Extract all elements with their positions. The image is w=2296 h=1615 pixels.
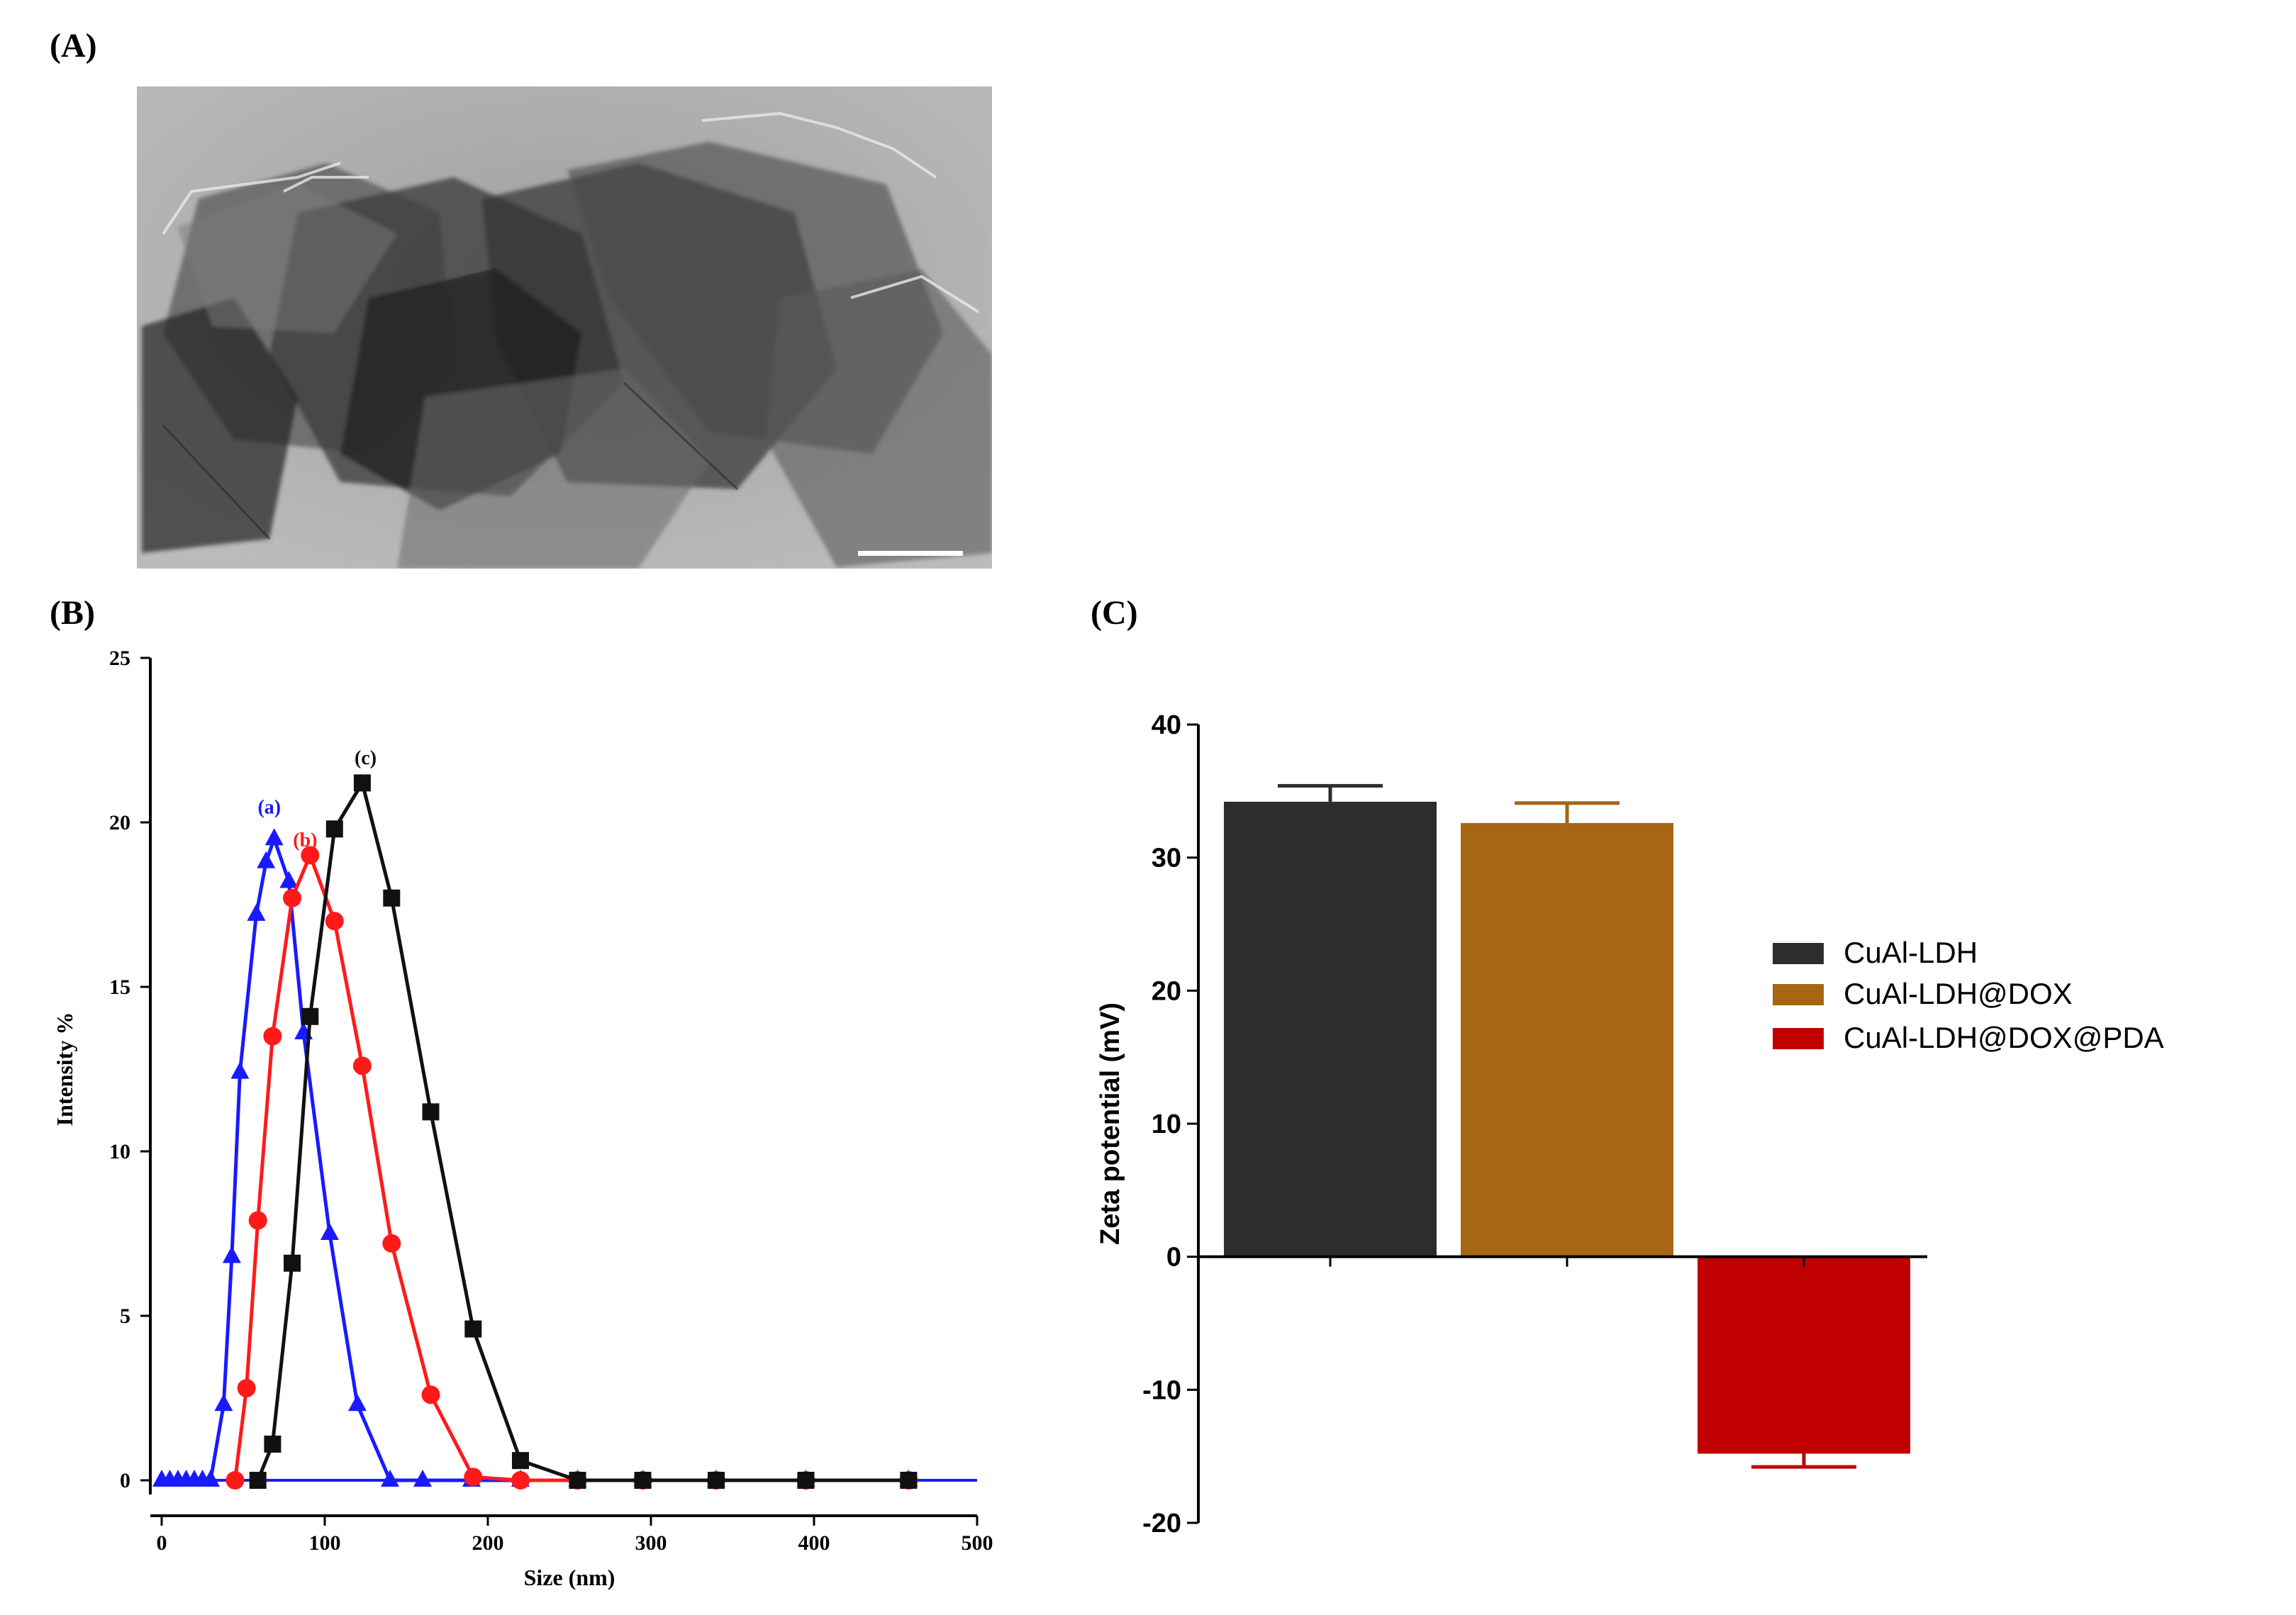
data-point xyxy=(413,1470,432,1487)
data-point xyxy=(263,1027,282,1046)
data-point xyxy=(301,846,320,865)
y-tick-label: 40 xyxy=(1152,710,1181,740)
peak-label: (a) xyxy=(257,796,281,818)
y-tick-label: 20 xyxy=(109,811,130,834)
y-tick-label: 0 xyxy=(1166,1243,1181,1273)
bar-1 xyxy=(1461,822,1673,1257)
data-point xyxy=(264,828,284,846)
panel-a-label: (A) xyxy=(50,27,97,65)
data-point xyxy=(325,912,344,931)
scale-bar xyxy=(858,551,963,556)
y-tick-label: 10 xyxy=(109,1140,130,1163)
x-tick-label: 100 xyxy=(309,1531,341,1555)
y-tick-label: 20 xyxy=(1152,976,1181,1006)
data-point xyxy=(381,1470,399,1487)
data-point xyxy=(383,889,401,907)
y-tick-label: 25 xyxy=(109,647,130,670)
data-point xyxy=(301,1007,319,1025)
data-point xyxy=(325,820,343,838)
data-point xyxy=(248,1211,267,1230)
data-point xyxy=(237,1379,256,1398)
series-line-0 xyxy=(162,833,909,1482)
legend-label-0: CuAl-LDH xyxy=(1844,936,1978,969)
bar-0 xyxy=(1224,801,1437,1257)
series-line-1 xyxy=(233,850,909,1482)
x-tick-label: 300 xyxy=(635,1531,667,1555)
y-tick-label: -10 xyxy=(1142,1375,1181,1405)
data-point xyxy=(900,1472,918,1489)
y-tick-label: 15 xyxy=(109,976,130,999)
legend-swatch-2 xyxy=(1773,1028,1824,1049)
tem-image xyxy=(137,86,992,569)
data-point xyxy=(464,1468,483,1487)
data-point xyxy=(569,1472,586,1489)
chart-b: 0 5 10 15 20 25 0 100 200 300 400 500 Size (nm) Inten… xyxy=(52,647,993,1590)
peak-label: (b) xyxy=(293,829,317,851)
data-point xyxy=(201,1470,220,1487)
peak-label: (c) xyxy=(355,747,377,769)
data-point xyxy=(320,1223,339,1240)
data-point xyxy=(257,851,276,868)
data-point xyxy=(797,1472,815,1489)
y-tick-label: 0 xyxy=(120,1469,130,1492)
x-tick-label: 500 xyxy=(962,1531,993,1555)
y-tick-label: 10 xyxy=(1152,1110,1181,1139)
data-point xyxy=(464,1320,482,1338)
data-point xyxy=(247,903,266,921)
y-tick-label: -20 xyxy=(1142,1509,1181,1538)
data-point xyxy=(353,774,371,792)
y-tick-label: 30 xyxy=(1152,844,1181,873)
data-point xyxy=(512,1452,529,1470)
x-tick-label: 200 xyxy=(472,1531,504,1555)
legend-swatch-0 xyxy=(1773,943,1824,964)
bar-2 xyxy=(1698,1256,1910,1454)
data-point xyxy=(348,1394,367,1412)
data-point xyxy=(230,1061,250,1079)
chart-c: -20 -10 0 10 20 30 40 Zeta potential (mV) CuAl-L… xyxy=(1096,710,2164,1538)
data-point xyxy=(421,1385,440,1404)
data-point xyxy=(382,1234,401,1253)
data-point xyxy=(283,888,301,907)
legend-label-2: CuAl-LDH@DOX@PDA xyxy=(1844,1021,2164,1054)
series-line-2 xyxy=(256,778,909,1482)
y-axis-title: Intensity % xyxy=(52,1012,77,1127)
x-tick-label: 400 xyxy=(798,1531,830,1555)
data-point xyxy=(708,1472,725,1489)
data-point xyxy=(634,1472,652,1489)
x-axis-title: Size (nm) xyxy=(524,1565,615,1590)
legend-label-1: CuAl-LDH@DOX xyxy=(1844,977,2073,1010)
data-point xyxy=(225,1471,245,1490)
y-tick-label: 5 xyxy=(120,1304,130,1328)
data-point xyxy=(222,1246,241,1263)
x-tick-label: 0 xyxy=(157,1531,167,1555)
data-point xyxy=(264,1435,282,1453)
data-point xyxy=(279,871,299,888)
panel-c-label: (C) xyxy=(1091,594,1138,632)
data-point xyxy=(249,1472,267,1489)
legend-swatch-1 xyxy=(1773,984,1824,1005)
panel-b-label: (B) xyxy=(50,594,95,632)
data-point xyxy=(214,1394,233,1412)
data-point xyxy=(511,1471,530,1490)
y-axis-title: Zeta potential (mV) xyxy=(1096,1002,1125,1245)
data-point xyxy=(284,1254,301,1272)
data-point xyxy=(422,1103,440,1121)
data-point xyxy=(352,1056,372,1075)
